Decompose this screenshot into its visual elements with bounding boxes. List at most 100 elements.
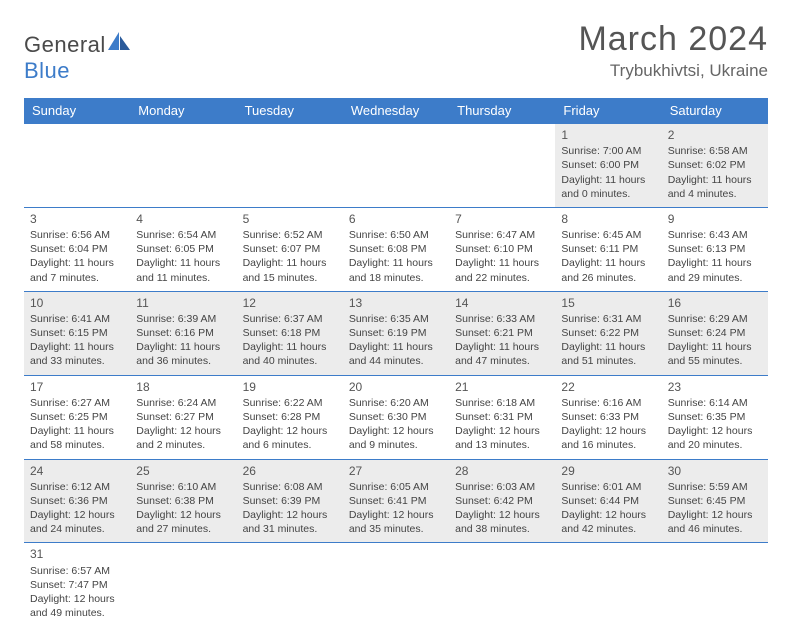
day-number: 26 — [243, 463, 337, 479]
calendar-day: 8Sunrise: 6:45 AMSunset: 6:11 PMDaylight… — [555, 207, 661, 291]
day-info: Sunrise: 6:43 AMSunset: 6:13 PMDaylight:… — [668, 228, 762, 285]
calendar-day: 19Sunrise: 6:22 AMSunset: 6:28 PMDayligh… — [237, 375, 343, 459]
day-number: 17 — [30, 379, 124, 395]
day-number: 20 — [349, 379, 443, 395]
day-info: Sunrise: 6:58 AMSunset: 6:02 PMDaylight:… — [668, 144, 762, 201]
calendar-day: 3Sunrise: 6:56 AMSunset: 6:04 PMDaylight… — [24, 207, 130, 291]
day-number: 28 — [455, 463, 549, 479]
day-info: Sunrise: 6:54 AMSunset: 6:05 PMDaylight:… — [136, 228, 230, 285]
day-info: Sunrise: 6:01 AMSunset: 6:44 PMDaylight:… — [561, 480, 655, 537]
day-number: 5 — [243, 211, 337, 227]
weekday-row: SundayMondayTuesdayWednesdayThursdayFrid… — [24, 98, 768, 124]
day-number: 15 — [561, 295, 655, 311]
brand-name: GeneralBlue — [24, 30, 132, 84]
calendar-day: 6Sunrise: 6:50 AMSunset: 6:08 PMDaylight… — [343, 207, 449, 291]
calendar-day: 27Sunrise: 6:05 AMSunset: 6:41 PMDayligh… — [343, 459, 449, 543]
day-info: Sunrise: 6:52 AMSunset: 6:07 PMDaylight:… — [243, 228, 337, 285]
calendar-empty-cell — [449, 124, 555, 208]
day-info: Sunrise: 6:31 AMSunset: 6:22 PMDaylight:… — [561, 312, 655, 369]
calendar-head: SundayMondayTuesdayWednesdayThursdayFrid… — [24, 98, 768, 124]
weekday-header: Sunday — [24, 98, 130, 124]
day-number: 23 — [668, 379, 762, 395]
calendar-day: 1Sunrise: 7:00 AMSunset: 6:00 PMDaylight… — [555, 124, 661, 208]
calendar-day: 14Sunrise: 6:33 AMSunset: 6:21 PMDayligh… — [449, 291, 555, 375]
weekday-header: Tuesday — [237, 98, 343, 124]
day-info: Sunrise: 6:27 AMSunset: 6:25 PMDaylight:… — [30, 396, 124, 453]
calendar-day: 9Sunrise: 6:43 AMSunset: 6:13 PMDaylight… — [662, 207, 768, 291]
day-number: 2 — [668, 127, 762, 143]
day-info: Sunrise: 6:08 AMSunset: 6:39 PMDaylight:… — [243, 480, 337, 537]
day-number: 30 — [668, 463, 762, 479]
day-info: Sunrise: 6:12 AMSunset: 6:36 PMDaylight:… — [30, 480, 124, 537]
day-number: 27 — [349, 463, 443, 479]
calendar-week: 17Sunrise: 6:27 AMSunset: 6:25 PMDayligh… — [24, 375, 768, 459]
calendar-day: 7Sunrise: 6:47 AMSunset: 6:10 PMDaylight… — [449, 207, 555, 291]
day-info: Sunrise: 6:35 AMSunset: 6:19 PMDaylight:… — [349, 312, 443, 369]
calendar-day: 23Sunrise: 6:14 AMSunset: 6:35 PMDayligh… — [662, 375, 768, 459]
day-number: 8 — [561, 211, 655, 227]
day-info: Sunrise: 6:47 AMSunset: 6:10 PMDaylight:… — [455, 228, 549, 285]
day-info: Sunrise: 6:20 AMSunset: 6:30 PMDaylight:… — [349, 396, 443, 453]
calendar-table: SundayMondayTuesdayWednesdayThursdayFrid… — [24, 98, 768, 626]
day-number: 12 — [243, 295, 337, 311]
calendar-day: 11Sunrise: 6:39 AMSunset: 6:16 PMDayligh… — [130, 291, 236, 375]
calendar-day: 31Sunrise: 6:57 AMSunset: 7:47 PMDayligh… — [24, 543, 130, 626]
day-number: 10 — [30, 295, 124, 311]
weekday-header: Friday — [555, 98, 661, 124]
calendar-day: 17Sunrise: 6:27 AMSunset: 6:25 PMDayligh… — [24, 375, 130, 459]
calendar-day: 18Sunrise: 6:24 AMSunset: 6:27 PMDayligh… — [130, 375, 236, 459]
calendar-day: 13Sunrise: 6:35 AMSunset: 6:19 PMDayligh… — [343, 291, 449, 375]
weekday-header: Thursday — [449, 98, 555, 124]
calendar-week: 3Sunrise: 6:56 AMSunset: 6:04 PMDaylight… — [24, 207, 768, 291]
day-number: 21 — [455, 379, 549, 395]
calendar-week: 1Sunrise: 7:00 AMSunset: 6:00 PMDaylight… — [24, 124, 768, 208]
day-number: 11 — [136, 295, 230, 311]
day-info: Sunrise: 6:18 AMSunset: 6:31 PMDaylight:… — [455, 396, 549, 453]
day-number: 18 — [136, 379, 230, 395]
calendar-week: 10Sunrise: 6:41 AMSunset: 6:15 PMDayligh… — [24, 291, 768, 375]
day-number: 24 — [30, 463, 124, 479]
day-info: Sunrise: 6:22 AMSunset: 6:28 PMDaylight:… — [243, 396, 337, 453]
calendar-day: 10Sunrise: 6:41 AMSunset: 6:15 PMDayligh… — [24, 291, 130, 375]
calendar-day: 4Sunrise: 6:54 AMSunset: 6:05 PMDaylight… — [130, 207, 236, 291]
calendar-empty-cell — [130, 124, 236, 208]
calendar-day: 12Sunrise: 6:37 AMSunset: 6:18 PMDayligh… — [237, 291, 343, 375]
calendar-week: 24Sunrise: 6:12 AMSunset: 6:36 PMDayligh… — [24, 459, 768, 543]
calendar-day: 21Sunrise: 6:18 AMSunset: 6:31 PMDayligh… — [449, 375, 555, 459]
weekday-header: Saturday — [662, 98, 768, 124]
calendar-empty-cell — [449, 543, 555, 626]
calendar-empty-cell — [237, 124, 343, 208]
calendar-empty-cell — [130, 543, 236, 626]
calendar-empty-cell — [343, 124, 449, 208]
calendar-day: 16Sunrise: 6:29 AMSunset: 6:24 PMDayligh… — [662, 291, 768, 375]
calendar-day: 26Sunrise: 6:08 AMSunset: 6:39 PMDayligh… — [237, 459, 343, 543]
day-number: 6 — [349, 211, 443, 227]
day-number: 14 — [455, 295, 549, 311]
header: GeneralBlue March 2024 Trybukhivtsi, Ukr… — [24, 20, 768, 84]
calendar-day: 28Sunrise: 6:03 AMSunset: 6:42 PMDayligh… — [449, 459, 555, 543]
day-info: Sunrise: 6:29 AMSunset: 6:24 PMDaylight:… — [668, 312, 762, 369]
day-number: 29 — [561, 463, 655, 479]
day-info: Sunrise: 6:33 AMSunset: 6:21 PMDaylight:… — [455, 312, 549, 369]
brand-logo: GeneralBlue — [24, 30, 132, 84]
weekday-header: Wednesday — [343, 98, 449, 124]
day-info: Sunrise: 6:03 AMSunset: 6:42 PMDaylight:… — [455, 480, 549, 537]
calendar-day: 22Sunrise: 6:16 AMSunset: 6:33 PMDayligh… — [555, 375, 661, 459]
day-info: Sunrise: 6:37 AMSunset: 6:18 PMDaylight:… — [243, 312, 337, 369]
sail-icon — [106, 30, 132, 52]
day-info: Sunrise: 6:41 AMSunset: 6:15 PMDaylight:… — [30, 312, 124, 369]
calendar-empty-cell — [343, 543, 449, 626]
location-label: Trybukhivtsi, Ukraine — [578, 61, 768, 81]
calendar-body: 1Sunrise: 7:00 AMSunset: 6:00 PMDaylight… — [24, 124, 768, 626]
brand-part1: General — [24, 32, 106, 57]
day-number: 22 — [561, 379, 655, 395]
calendar-empty-cell — [24, 124, 130, 208]
calendar-week: 31Sunrise: 6:57 AMSunset: 7:47 PMDayligh… — [24, 543, 768, 626]
calendar-empty-cell — [237, 543, 343, 626]
calendar-day: 20Sunrise: 6:20 AMSunset: 6:30 PMDayligh… — [343, 375, 449, 459]
day-info: Sunrise: 6:45 AMSunset: 6:11 PMDaylight:… — [561, 228, 655, 285]
title-block: March 2024 Trybukhivtsi, Ukraine — [578, 20, 768, 81]
day-number: 9 — [668, 211, 762, 227]
calendar-day: 5Sunrise: 6:52 AMSunset: 6:07 PMDaylight… — [237, 207, 343, 291]
day-info: Sunrise: 7:00 AMSunset: 6:00 PMDaylight:… — [561, 144, 655, 201]
